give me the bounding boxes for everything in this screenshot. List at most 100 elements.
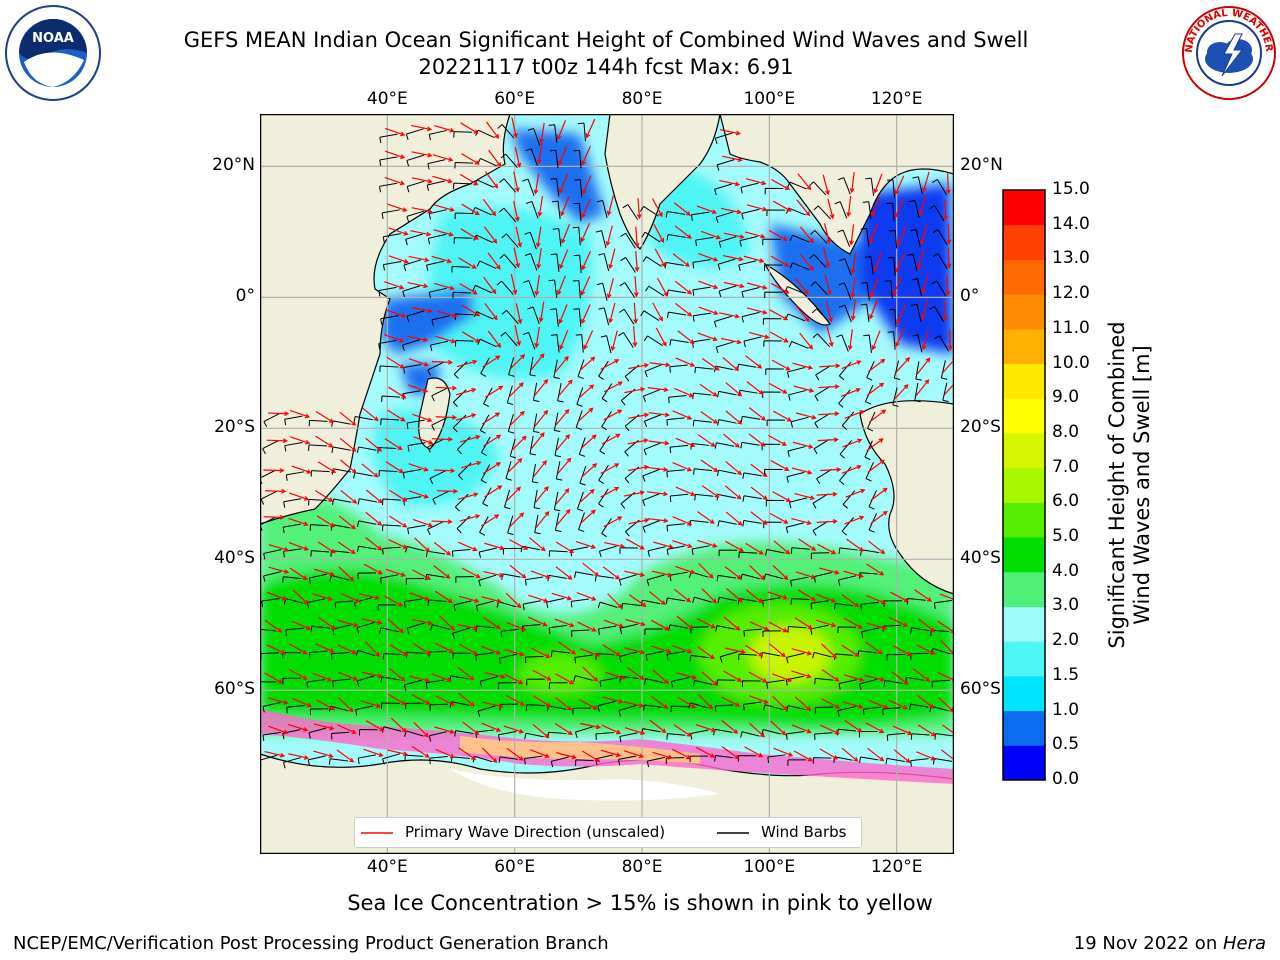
wave-arrow — [313, 750, 334, 759]
wave-arrow — [916, 357, 931, 375]
wave-arrow — [792, 441, 814, 449]
wind-barb — [788, 341, 809, 349]
wave-arrow — [745, 178, 767, 186]
wave-arrow — [673, 202, 691, 216]
wind-barb — [692, 312, 712, 322]
wave-arrow — [461, 460, 482, 469]
wave-arrow — [288, 753, 310, 760]
wave-arrow — [842, 438, 863, 448]
wind-barb — [743, 628, 762, 637]
wave-arrow — [602, 696, 624, 704]
wind-barb — [642, 256, 662, 267]
wind-barb — [645, 285, 665, 297]
wave-arrow — [791, 724, 812, 734]
wave-arrow — [556, 508, 571, 526]
wave-arrow — [431, 519, 453, 525]
wave-arrow — [697, 693, 713, 710]
wind-barb — [306, 679, 325, 689]
wave-arrow — [946, 223, 952, 245]
wave-arrow — [918, 618, 936, 633]
colorbar-tick-label: 14.0 — [1052, 213, 1090, 234]
wave-arrow — [721, 696, 741, 707]
wind-barb — [669, 364, 688, 373]
wave-arrow — [791, 648, 813, 656]
wind-barb — [940, 360, 948, 380]
colorbar-tick-label: 2.0 — [1052, 630, 1080, 651]
wave-arrow — [459, 434, 481, 443]
wave-arrow — [484, 171, 499, 189]
wind-barbs — [260, 122, 954, 769]
wave-arrow — [460, 228, 480, 240]
wind-barb — [645, 650, 664, 661]
wave-arrow — [792, 362, 814, 370]
wave-arrow — [653, 224, 665, 244]
wind-barb — [548, 682, 568, 689]
wind-barb — [496, 280, 514, 295]
wind-barb — [910, 758, 929, 767]
wave-arrow — [850, 299, 856, 321]
wave-arrow — [411, 618, 433, 626]
wave-arrow — [750, 486, 768, 501]
wave-arrow — [506, 457, 523, 474]
wind-barb — [597, 700, 616, 712]
wave-arrow — [745, 355, 763, 369]
wave-arrow — [773, 540, 791, 555]
wind-barb — [577, 359, 585, 380]
wind-barb — [574, 571, 594, 578]
wave-arrow — [580, 222, 591, 243]
wind-barb — [741, 208, 760, 220]
wind-barb — [382, 261, 402, 271]
wave-arrow — [514, 325, 522, 347]
wave-arrow — [697, 332, 718, 342]
wave-arrow — [721, 720, 739, 734]
wind-barb — [740, 182, 759, 194]
wave-arrow — [602, 566, 621, 580]
wind-barb — [475, 652, 494, 662]
wind-barb — [595, 230, 607, 249]
wind-barb — [598, 545, 617, 558]
wave-arrow — [266, 438, 288, 444]
wind-barb — [452, 627, 471, 640]
colorbar-tick-label: 13.0 — [1052, 248, 1090, 269]
wind-barb — [356, 622, 375, 634]
wave-arrow — [433, 229, 454, 237]
wind-barb — [915, 361, 922, 381]
wave-arrow — [388, 227, 409, 236]
wave-arrow — [745, 589, 763, 603]
colorbar-tick-label: 3.0 — [1052, 595, 1080, 616]
colorbar-tick-label: 6.0 — [1052, 491, 1080, 512]
wind-barb — [787, 759, 806, 766]
wave-arrow — [921, 273, 929, 295]
wind-barb — [689, 654, 709, 662]
wave-arrow — [528, 616, 548, 627]
wave-arrow — [412, 642, 432, 655]
wind-barb — [812, 757, 832, 764]
wind-barb — [599, 435, 610, 455]
footer-date-text: 19 Nov 2022 on — [1073, 933, 1223, 954]
wave-arrow — [575, 541, 597, 550]
wind-barb — [691, 211, 710, 221]
wind-barb — [310, 550, 330, 557]
wave-arrow — [458, 595, 480, 604]
wave-arrow — [431, 673, 452, 683]
wave-arrow — [461, 567, 481, 579]
wave-arrow — [316, 699, 336, 711]
wind-barb — [357, 520, 377, 527]
wave-arrow — [459, 173, 479, 186]
wind-barb — [887, 179, 895, 198]
wind-barb — [429, 703, 449, 711]
wave-arrow — [725, 647, 746, 655]
wave-arrow — [487, 330, 502, 348]
wind-barb — [479, 676, 498, 688]
wave-arrow — [387, 618, 405, 634]
wind-barb — [738, 551, 758, 559]
wave-arrow — [869, 299, 878, 320]
wave-arrow — [673, 724, 692, 737]
wave-arrow — [509, 410, 525, 427]
wave-arrow — [411, 151, 433, 158]
wave-arrow — [268, 725, 289, 735]
wind-barb — [788, 389, 807, 401]
wave-arrow — [795, 412, 817, 420]
wave-arrow — [676, 672, 698, 680]
lat-tick-left: 40°S — [214, 548, 255, 569]
